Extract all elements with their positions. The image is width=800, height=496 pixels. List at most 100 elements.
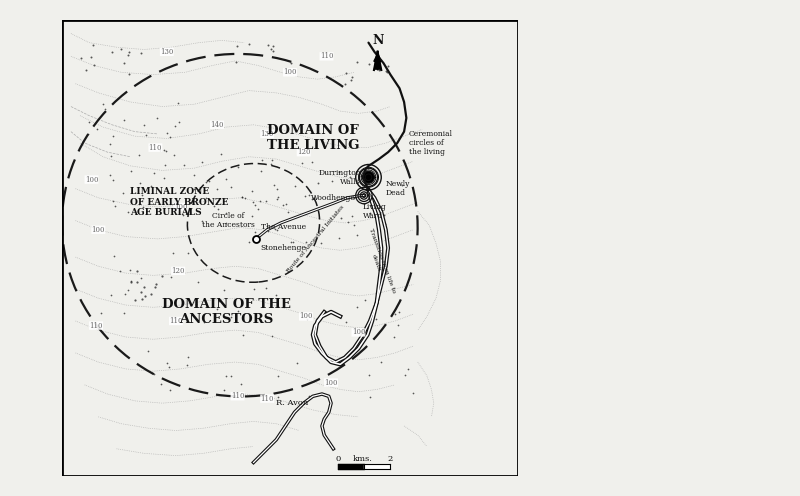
- Point: [147, 170, 160, 178]
- Point: [266, 156, 278, 164]
- Point: [98, 105, 111, 113]
- Point: [159, 161, 172, 169]
- Point: [106, 197, 119, 205]
- Point: [148, 370, 161, 378]
- Point: [85, 53, 98, 61]
- Point: [351, 303, 364, 311]
- Point: [369, 194, 382, 202]
- Point: [264, 160, 277, 168]
- Point: [173, 118, 186, 126]
- Point: [270, 291, 282, 299]
- Text: 2: 2: [388, 455, 393, 463]
- Point: [109, 202, 122, 210]
- Point: [208, 202, 221, 210]
- Point: [168, 204, 181, 212]
- Point: [154, 145, 166, 153]
- Point: [82, 119, 95, 126]
- Point: [382, 62, 395, 70]
- Text: 0: 0: [335, 455, 341, 463]
- Point: [231, 307, 244, 315]
- Point: [177, 211, 190, 219]
- Point: [172, 99, 185, 107]
- Point: [116, 189, 129, 197]
- Point: [230, 42, 243, 50]
- Point: [161, 360, 174, 368]
- Point: [188, 185, 201, 192]
- Point: [162, 363, 175, 371]
- Point: [306, 195, 318, 203]
- Point: [234, 379, 247, 387]
- Point: [243, 238, 256, 246]
- Point: [182, 249, 194, 257]
- Text: N: N: [372, 34, 383, 47]
- Point: [372, 66, 385, 74]
- Text: 110: 110: [169, 317, 182, 325]
- Point: [164, 386, 177, 394]
- Text: R. Avon: R. Avon: [276, 399, 309, 407]
- Point: [158, 174, 170, 182]
- Point: [114, 267, 126, 275]
- Point: [364, 393, 377, 401]
- Text: DOMAIN OF THE
ANCESTORS: DOMAIN OF THE ANCESTORS: [162, 298, 290, 326]
- Point: [272, 393, 285, 401]
- Text: 100: 100: [85, 176, 98, 184]
- Text: 140: 140: [210, 121, 224, 129]
- Point: [118, 59, 130, 66]
- Point: [122, 208, 134, 216]
- Text: 120: 120: [297, 148, 310, 156]
- Point: [192, 278, 205, 286]
- Point: [378, 220, 391, 228]
- Point: [350, 232, 363, 240]
- Text: Route of Ancestral Initiates: Route of Ancestral Initiates: [286, 204, 345, 273]
- Point: [86, 41, 99, 49]
- Point: [140, 130, 153, 138]
- Point: [235, 193, 248, 201]
- Point: [388, 333, 401, 341]
- Point: [272, 192, 285, 200]
- Text: 110: 110: [261, 395, 274, 403]
- Point: [299, 192, 312, 200]
- Point: [245, 187, 258, 195]
- Point: [138, 283, 150, 291]
- Point: [211, 185, 224, 192]
- Point: [406, 389, 419, 397]
- Text: Living
Ward: Living Ward: [363, 203, 386, 220]
- Point: [95, 309, 108, 316]
- Point: [380, 68, 393, 76]
- Point: [254, 197, 266, 205]
- Point: [339, 80, 352, 88]
- Point: [362, 164, 374, 172]
- Point: [219, 208, 232, 216]
- Text: 110: 110: [149, 144, 162, 152]
- Point: [118, 309, 130, 317]
- Point: [354, 172, 367, 180]
- Point: [296, 210, 309, 218]
- Bar: [62, 20, 518, 476]
- Point: [75, 54, 88, 62]
- Point: [118, 290, 131, 298]
- Text: 120: 120: [171, 267, 185, 275]
- Point: [340, 68, 353, 76]
- Point: [210, 305, 223, 313]
- Point: [268, 181, 281, 189]
- Point: [248, 228, 261, 236]
- Point: [122, 48, 135, 56]
- Text: 100: 100: [324, 378, 338, 386]
- Text: 100: 100: [352, 328, 365, 336]
- Point: [238, 194, 251, 202]
- Point: [122, 51, 134, 59]
- Point: [334, 214, 347, 222]
- Text: Durrington
Walls: Durrington Walls: [318, 169, 361, 186]
- Point: [248, 285, 261, 293]
- Point: [202, 177, 215, 185]
- Point: [237, 331, 250, 339]
- Point: [212, 205, 225, 213]
- Point: [82, 130, 95, 138]
- Text: 130: 130: [160, 48, 174, 56]
- Point: [196, 158, 209, 166]
- Point: [301, 315, 314, 323]
- Point: [134, 274, 147, 282]
- Text: DOMAIN OF
THE LIVING: DOMAIN OF THE LIVING: [266, 124, 359, 152]
- Point: [270, 226, 283, 234]
- Point: [260, 222, 273, 230]
